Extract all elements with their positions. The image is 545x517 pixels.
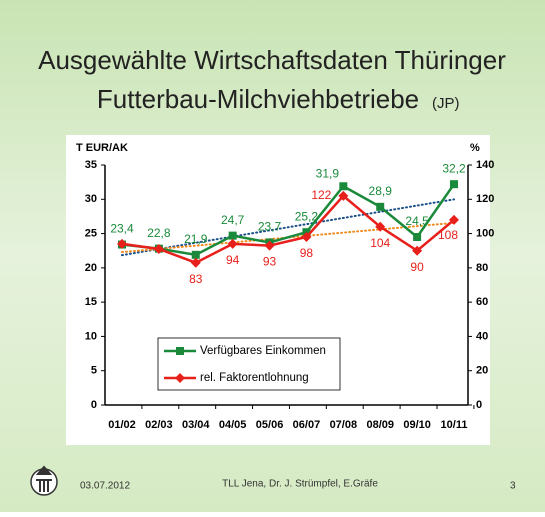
data-label: 122 [311, 188, 331, 202]
data-label: 94 [226, 253, 240, 267]
marker [412, 245, 423, 256]
footer: 03.07.2012 TLL Jena, Dr. J. Strümpfel, E… [30, 465, 516, 496]
x-tick-label: 10/11 [441, 419, 468, 431]
title-line: Futterbau-Milchviehbetriebe [97, 84, 419, 114]
y-tick-label: 20 [85, 262, 97, 274]
y-tick-label: 0 [91, 399, 97, 411]
x-tick-label: 02/03 [145, 419, 173, 431]
title-line: Ausgewählte Wirtschaftsdaten Thüringer [38, 45, 506, 75]
x-tick-label: 06/07 [293, 419, 321, 431]
marker [190, 257, 201, 268]
data-label: 108 [438, 228, 458, 242]
marker [376, 202, 385, 211]
y-axis-label: T EUR/AK [76, 142, 128, 154]
data-label: 22,8 [147, 226, 171, 240]
trend-line [121, 198, 455, 257]
legend-label: Verfügbares Einkommen [200, 345, 326, 357]
legend-label: rel. Faktorentlohnung [200, 372, 309, 384]
title-note: (JP) [432, 95, 460, 112]
data-label: 23,4 [110, 222, 134, 236]
y2-tick-label: 120 [476, 193, 494, 205]
marker [450, 180, 458, 189]
y2-tick-label: 0 [476, 399, 482, 411]
x-tick-label: 05/06 [256, 419, 284, 431]
data-label: 83 [189, 272, 203, 286]
data-label: 98 [300, 246, 314, 260]
marker [449, 214, 459, 225]
y2-tick-label: 140 [476, 159, 494, 171]
data-label: 25,2 [295, 209, 319, 223]
marker [264, 240, 275, 251]
marker [117, 238, 127, 249]
legend-marker [176, 347, 184, 355]
x-tick-label: 09/10 [403, 419, 431, 431]
data-label: 24,5 [405, 214, 429, 228]
x-tick-label: 03/04 [182, 419, 210, 431]
footer-page: 3 [510, 481, 516, 492]
legend-marker [175, 373, 185, 383]
y2-tick-label: 40 [476, 330, 488, 342]
data-label: 90 [410, 260, 424, 274]
y2-tick-label: 100 [476, 227, 494, 239]
data-label: 31,9 [316, 166, 340, 180]
data-label: 23,7 [258, 220, 282, 234]
y2-tick-label: 60 [476, 296, 488, 308]
y2-tick-label: 80 [476, 262, 488, 274]
marker [153, 244, 164, 254]
data-label: 104 [370, 236, 390, 250]
y2-tick-label: 20 [476, 365, 488, 377]
y2-axis-label: % [470, 142, 480, 154]
chart-area [66, 135, 490, 445]
marker [228, 231, 237, 240]
x-tick-label: 04/05 [219, 419, 247, 431]
series-line [121, 194, 455, 265]
y-tick-label: 10 [85, 330, 97, 342]
data-label: 28,9 [369, 184, 393, 198]
marker [191, 250, 200, 259]
footer-author: TLL Jena, Dr. J. Strümpfel, E.Gräfe [222, 479, 378, 490]
x-tick-label: 08/09 [366, 419, 394, 431]
legend: Verfügbares Einkommen rel. Faktorentlohnu… [157, 337, 341, 391]
marker [413, 233, 422, 241]
marker [338, 190, 349, 201]
marker [339, 182, 348, 191]
data-label: 24,7 [221, 213, 245, 227]
marker [301, 232, 312, 242]
legend-box [157, 337, 341, 391]
data-label: 21,9 [184, 232, 208, 246]
y-tick-label: 15 [85, 296, 97, 308]
y-tick-label: 30 [85, 193, 97, 205]
footer-date: 03.07.2012 [80, 481, 130, 492]
data-label: 32,2 [442, 161, 466, 175]
marker [375, 221, 386, 232]
y-tick-label: 5 [91, 365, 97, 377]
trend-line [121, 221, 455, 254]
marker [227, 238, 238, 249]
x-tick-label: 07/08 [330, 419, 358, 431]
data-label: 93 [263, 255, 277, 269]
y-tick-label: 35 [85, 159, 97, 171]
series-line [121, 183, 456, 257]
logo-mark [35, 465, 53, 492]
x-tick-label: 01/02 [108, 419, 136, 431]
y-tick-label: 25 [85, 227, 97, 239]
